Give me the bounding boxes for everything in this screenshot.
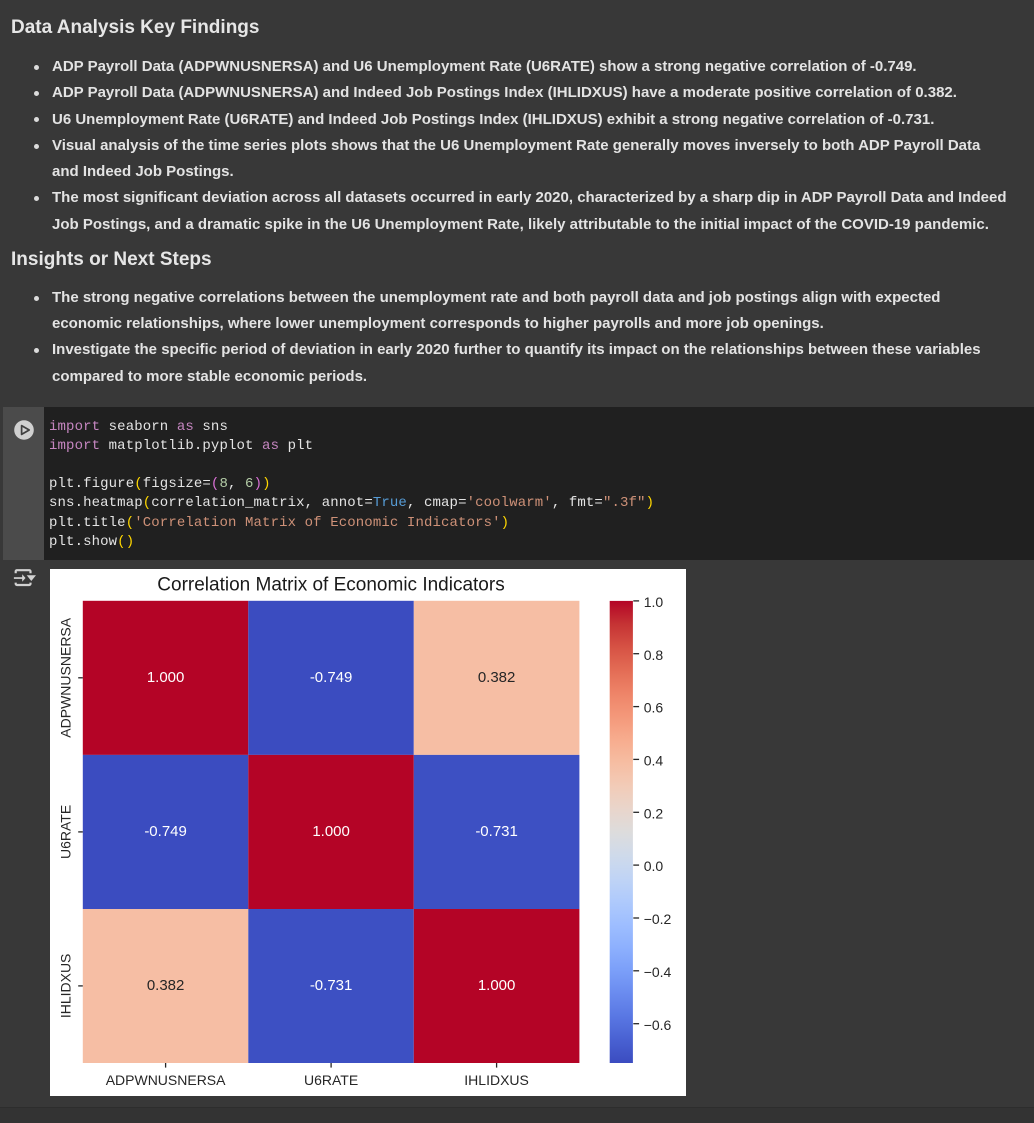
svg-text:-0.731: -0.731 [310, 977, 353, 994]
svg-text:0.382: 0.382 [478, 669, 516, 686]
svg-text:−0.4: −0.4 [644, 964, 672, 980]
svg-text:-0.749: -0.749 [310, 669, 353, 686]
svg-text:1.000: 1.000 [478, 977, 516, 994]
svg-text:U6RATE: U6RATE [304, 1072, 358, 1088]
svg-text:0.2: 0.2 [644, 805, 664, 821]
svg-text:ADPWNUSNERSA: ADPWNUSNERSA [58, 617, 74, 737]
svg-text:Correlation Matrix of Economic: Correlation Matrix of Economic Indicator… [157, 575, 504, 596]
svg-text:−0.6: −0.6 [644, 1017, 672, 1033]
svg-text:IHLIDXUS: IHLIDXUS [464, 1072, 529, 1088]
svg-text:1.0: 1.0 [644, 594, 664, 610]
svg-text:IHLIDXUS: IHLIDXUS [58, 954, 74, 1019]
svg-text:1.000: 1.000 [312, 823, 350, 840]
svg-text:−0.2: −0.2 [644, 911, 672, 927]
svg-text:0.6: 0.6 [644, 700, 664, 716]
svg-text:-0.731: -0.731 [475, 823, 518, 840]
svg-text:0.4: 0.4 [644, 753, 664, 769]
svg-text:ADPWNUSNERSA: ADPWNUSNERSA [106, 1072, 226, 1088]
svg-text:-0.749: -0.749 [144, 823, 187, 840]
svg-text:0.0: 0.0 [644, 858, 664, 874]
svg-text:0.382: 0.382 [147, 977, 185, 994]
svg-text:U6RATE: U6RATE [58, 805, 74, 859]
svg-text:0.8: 0.8 [644, 647, 664, 663]
svg-text:1.000: 1.000 [147, 669, 185, 686]
